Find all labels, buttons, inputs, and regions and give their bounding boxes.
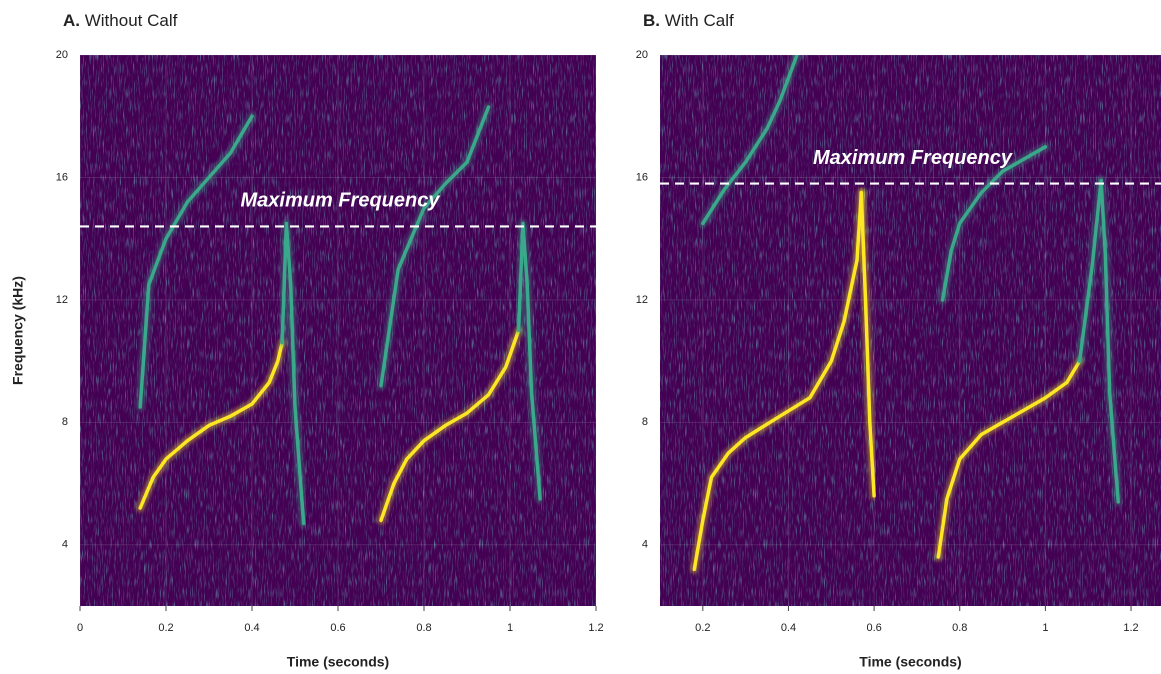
contour xyxy=(138,340,284,510)
contour xyxy=(280,221,306,526)
y-tick-label: 20 xyxy=(56,49,68,61)
x-tick-label: 0.2 xyxy=(158,622,173,634)
y-tick-label: 20 xyxy=(636,49,648,61)
panel-label: A. xyxy=(63,11,80,30)
y-tick-label: 12 xyxy=(56,294,68,306)
contour xyxy=(1077,178,1120,504)
annotation: Maximum Frequency xyxy=(813,147,1013,169)
y-tick-label: 16 xyxy=(56,171,68,183)
panel-title-text: Without Calf xyxy=(85,11,178,30)
x-tick-label: 0.8 xyxy=(416,622,431,634)
plot-area: Maximum Frequency xyxy=(80,55,596,606)
x-tick-label: 1 xyxy=(507,622,513,634)
panel-title: A. Without Calf xyxy=(63,11,178,30)
spectrogram-noise xyxy=(80,55,596,606)
x-tick-label: 0.4 xyxy=(781,622,796,634)
contour xyxy=(692,191,864,572)
x-tick-label: 1.2 xyxy=(588,622,603,634)
contour xyxy=(940,145,1048,302)
y-axis-label: Frequency (kHz) xyxy=(10,276,26,385)
contour xyxy=(516,221,542,501)
plot-area: Maximum Frequency xyxy=(660,55,1161,606)
x-tick-label: 0.2 xyxy=(695,622,710,634)
y-tick-label: 4 xyxy=(642,539,648,551)
contour xyxy=(379,328,521,523)
panel-title-text: With Calf xyxy=(665,11,734,30)
x-tick-label: 0.6 xyxy=(866,622,881,634)
annotation: Maximum Frequency xyxy=(241,190,441,212)
contour xyxy=(859,191,876,498)
x-tick-label: 0.4 xyxy=(244,622,259,634)
x-axis-label: Time (seconds) xyxy=(287,654,389,670)
panel-title: B. With Calf xyxy=(643,11,734,30)
contour xyxy=(936,359,1082,559)
x-tick-label: 1.2 xyxy=(1123,622,1138,634)
spectrogram-noise xyxy=(660,55,1161,606)
contour xyxy=(138,114,254,409)
x-tick-label: 0.6 xyxy=(330,622,345,634)
y-tick-label: 8 xyxy=(642,416,648,428)
x-tick-label: 1 xyxy=(1042,622,1048,634)
y-tick-label: 16 xyxy=(636,171,648,183)
contour xyxy=(379,105,491,388)
x-tick-label: 0.8 xyxy=(952,622,967,634)
contour xyxy=(701,55,799,226)
x-tick-label: 0 xyxy=(77,622,83,634)
y-tick-label: 4 xyxy=(62,539,68,551)
y-tick-label: 12 xyxy=(636,294,648,306)
y-tick-label: 8 xyxy=(62,416,68,428)
panel-label: B. xyxy=(643,11,660,30)
x-axis-label: Time (seconds) xyxy=(859,654,961,670)
